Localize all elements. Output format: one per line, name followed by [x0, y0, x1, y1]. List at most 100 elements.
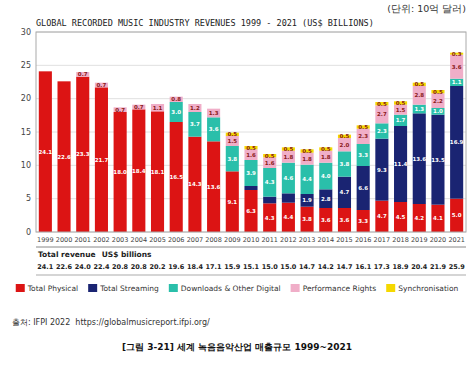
bar-segment: [431, 205, 444, 232]
total-value: 15.1: [243, 263, 260, 271]
totals-label: Total revenue: [38, 250, 96, 259]
data-label: 0.7: [78, 71, 88, 77]
bars: [39, 53, 463, 232]
total-value: 18.9: [393, 263, 410, 271]
bar-segment: [188, 112, 201, 137]
data-label: 18.4: [132, 168, 146, 174]
bar-segment: [244, 186, 257, 190]
bar-segment: [282, 151, 295, 163]
x-tick-label: 2009: [224, 236, 241, 244]
x-tick-label: 2016: [355, 236, 372, 244]
legend-item: Downloads & Other Digital: [169, 284, 281, 293]
bar-segment: [357, 210, 370, 232]
bar-segment: [375, 123, 388, 138]
legend-item: Synchronisation: [386, 284, 458, 293]
bar-segment: [450, 86, 463, 199]
bar-segment: [413, 204, 426, 232]
x-tick-label: 2010: [243, 236, 260, 244]
data-label: 16.5: [169, 174, 183, 180]
bar-segment: [394, 126, 407, 202]
bar-segment: [151, 104, 164, 111]
totals-unit: US$ billions: [102, 250, 152, 259]
bar-segment: [450, 79, 463, 86]
data-labels: 24.122.623.30.721.70.718.00.718.40.718.1…: [39, 51, 464, 224]
data-label: 1.8: [302, 156, 312, 162]
bar-segment: [450, 55, 463, 79]
bar-segment: [263, 197, 276, 204]
data-label: 3.8: [302, 216, 312, 222]
data-label: 3.0: [171, 109, 181, 115]
data-label: 24.1: [39, 149, 53, 155]
total-value: 20.8: [131, 263, 148, 271]
bar-segment: [357, 166, 370, 210]
data-label: 0.5: [246, 145, 256, 151]
data-label: 23.3: [76, 151, 90, 157]
source-caption: 출처: IFPI 2022 https://globalmusicreport.…: [12, 318, 210, 327]
total-value: 25.9: [449, 263, 466, 271]
data-label: 0.5: [396, 100, 406, 106]
bar-segment: [431, 93, 444, 108]
data-label: 0.5: [377, 101, 387, 107]
data-label: 0.5: [340, 133, 350, 139]
bar-segment: [431, 108, 444, 115]
legend-label: Total Physical: [27, 284, 78, 293]
data-label: 2.3: [377, 128, 387, 134]
total-value: 24.0: [75, 263, 92, 271]
figure-caption: [그림 3-21] 세계 녹음음악산업 매출규모 1999~2021: [122, 342, 352, 352]
bar-segment: [95, 87, 108, 232]
bar-segment: [114, 107, 127, 112]
y-tick-label: 10: [21, 161, 31, 170]
total-value: 21.9: [430, 263, 447, 271]
legend-label: Synchronisation: [398, 284, 458, 293]
bar-segment: [413, 105, 426, 114]
x-tick-label: 2005: [149, 236, 166, 244]
legend-label: Performance Rights: [303, 284, 377, 293]
bar-segment: [39, 71, 52, 72]
legend-label: Total Streaming: [99, 284, 159, 293]
data-label: 1.2: [190, 105, 200, 111]
bar-segment: [244, 149, 257, 160]
data-label: 0.7: [115, 107, 125, 113]
bar-segment: [76, 72, 89, 77]
data-label: 2.0: [340, 142, 350, 148]
legend-swatch: [16, 284, 25, 292]
total-value: 14.7: [336, 263, 352, 271]
data-label: 4.4: [302, 176, 312, 182]
bar-segment: [301, 207, 314, 232]
bar-segment: [95, 83, 108, 88]
x-tick-label: 2018: [392, 236, 409, 244]
data-label: 18.0: [113, 169, 127, 175]
y-tick-label: 30: [21, 28, 31, 37]
x-tick-label: 2021: [448, 236, 465, 244]
data-label: 3.3: [358, 218, 368, 224]
x-tick-label: 2012: [280, 236, 297, 244]
data-label: 4.0: [321, 173, 331, 179]
total-value: 20.2: [149, 263, 165, 271]
bar-segment: [319, 151, 332, 163]
data-label: 1.6: [265, 160, 275, 166]
data-label: 0.5: [358, 124, 368, 130]
data-label: 0.5: [265, 153, 275, 159]
data-label: 0.7: [134, 104, 144, 110]
data-label: 0.3: [452, 51, 462, 57]
data-label: 4.7: [340, 189, 350, 195]
bar-segment: [338, 138, 351, 151]
total-value: 19.6: [168, 263, 185, 271]
separator: [36, 275, 466, 276]
total-value: 24.1: [37, 263, 54, 271]
bar-segment: [188, 137, 201, 232]
total-value: 16.1: [355, 263, 372, 271]
x-tick-label: 1999: [37, 236, 54, 244]
data-label: 1.0: [433, 108, 443, 114]
y-tick-label: 5: [26, 194, 31, 203]
data-label: 3.6: [209, 126, 219, 132]
data-label: 0.5: [321, 146, 331, 152]
bar-segment: [263, 157, 276, 168]
legend-item: Total Streaming: [88, 284, 159, 293]
bar-segment: [244, 160, 257, 186]
legend: Total Physical Total Streaming Downloads &…: [16, 284, 459, 293]
bar-segment: [394, 202, 407, 232]
x-tick-label: 2017: [374, 236, 391, 244]
data-label: 22.6: [57, 154, 71, 160]
data-label: 16.9: [450, 139, 464, 145]
